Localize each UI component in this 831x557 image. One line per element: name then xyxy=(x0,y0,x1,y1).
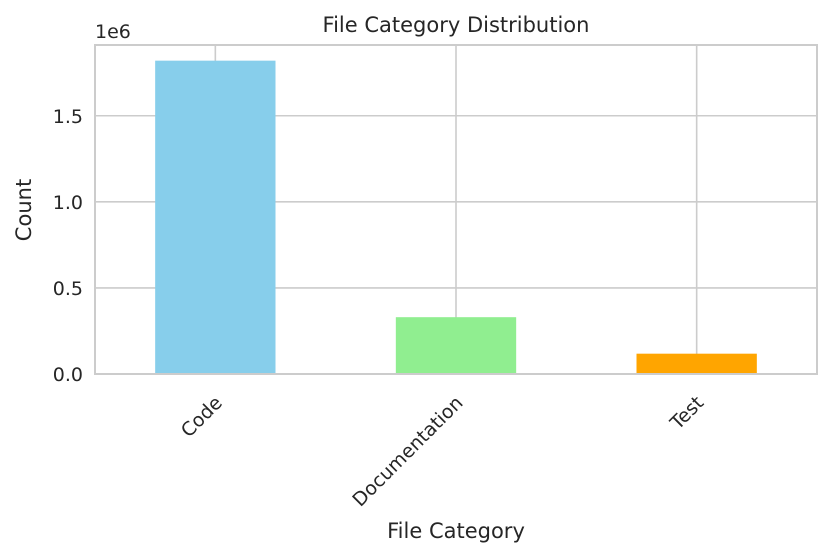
chart-title: File Category Distribution xyxy=(323,13,590,37)
y-tick-label: 0.0 xyxy=(53,364,83,386)
y-tick-labels: 0.0 0.5 1.0 1.5 xyxy=(53,106,83,386)
y-axis-label: Count xyxy=(12,179,36,241)
x-tick-label-code: Code xyxy=(177,392,227,442)
y-offset-label: 1e6 xyxy=(95,21,131,43)
x-tick-labels: Code Documentation Test xyxy=(177,392,708,511)
x-axis-label: File Category xyxy=(387,519,525,543)
bar-documentation xyxy=(395,317,517,374)
y-tick-label: 1.5 xyxy=(53,106,83,128)
y-tick-label: 0.5 xyxy=(53,278,83,300)
bar-test xyxy=(636,353,757,374)
x-tick-label-documentation: Documentation xyxy=(348,392,467,511)
bars xyxy=(155,60,757,375)
y-tick-label: 1.0 xyxy=(53,192,83,214)
bar-code xyxy=(155,60,276,375)
x-tick-label-test: Test xyxy=(665,392,708,435)
plot-frame xyxy=(94,44,818,375)
